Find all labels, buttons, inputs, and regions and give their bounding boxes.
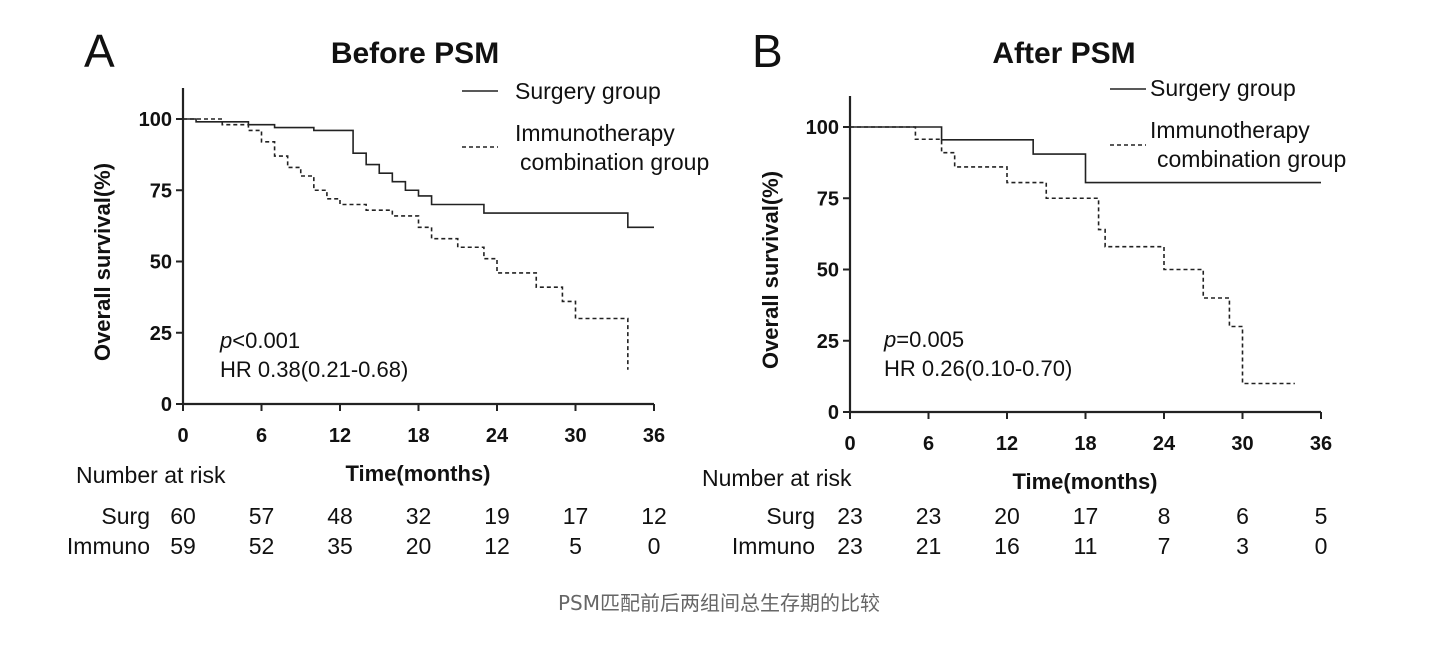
x-tick-label: 36 [643, 425, 665, 447]
hazard-ratio: HR 0.26(0.10-0.70) [884, 356, 1072, 381]
legend-label-immuno-line1: Immunotherapy [515, 120, 675, 146]
risk-row-label-immuno: Immuno [732, 533, 815, 559]
chart-title: After PSM [992, 37, 1135, 70]
risk-value: 52 [249, 533, 275, 559]
panel-b: B After PSM Overall survival(%) Time(mon… [702, 25, 1346, 559]
risk-value: 60 [170, 503, 196, 529]
x-tick-label: 24 [1153, 433, 1176, 455]
risk-value: 48 [327, 503, 353, 529]
legend-label-immuno: Immunotherapy combination group [515, 120, 709, 175]
y-tick-label: 100 [139, 109, 172, 131]
risk-row-label-surg: Surg [101, 503, 150, 529]
risk-value: 7 [1158, 533, 1171, 559]
risk-value: 19 [484, 503, 510, 529]
risk-value: 21 [916, 533, 942, 559]
risk-table-title: Number at risk [702, 465, 852, 491]
x-tick-label: 36 [1310, 433, 1332, 455]
x-tick-label: 0 [177, 425, 188, 447]
x-tick-label: 12 [329, 425, 351, 447]
panel-label: B [752, 25, 783, 77]
legend: Surgery group Immunotherapy combination g… [462, 78, 709, 175]
y-axis-label: Overall survival(%) [90, 163, 115, 361]
x-tick-label: 12 [996, 433, 1018, 455]
panel-a: A Before PSM Overall survival(%) Time(mo… [67, 25, 709, 559]
risk-value: 0 [1315, 533, 1328, 559]
legend-label-surgery: Surgery group [515, 78, 661, 104]
risk-value: 12 [484, 533, 510, 559]
y-axis-label: Overall survival(%) [758, 171, 783, 369]
stats-annotation: p=0.005 HR 0.26(0.10-0.70) [883, 327, 1072, 381]
x-tick-label: 0 [844, 433, 855, 455]
x-axis-label: Time(months) [345, 461, 490, 486]
risk-value: 23 [916, 503, 942, 529]
legend-label-immuno-line1: Immunotherapy [1150, 117, 1310, 143]
x-tick-label: 6 [923, 433, 934, 455]
y-tick-label: 25 [817, 331, 839, 353]
risk-value: 0 [648, 533, 661, 559]
stats-annotation: p<0.001 HR 0.38(0.21-0.68) [219, 328, 408, 382]
series-line-immuno [183, 118, 629, 370]
x-tick-label: 6 [256, 425, 267, 447]
series-line-immuno [850, 126, 1295, 385]
y-tick-label: 25 [150, 323, 172, 345]
y-tick-label: 50 [150, 252, 172, 274]
risk-value: 35 [327, 533, 353, 559]
y-tick-label: 0 [828, 402, 839, 424]
series-line-surgery [183, 118, 654, 229]
legend-label-immuno: Immunotherapy combination group [1150, 117, 1346, 172]
risk-value: 59 [170, 533, 196, 559]
y-tick-label: 75 [817, 188, 839, 210]
x-tick-label: 24 [486, 425, 509, 447]
chart-title: Before PSM [331, 37, 499, 70]
risk-value: 3 [1236, 533, 1249, 559]
series-line-surgery [850, 126, 1321, 184]
risk-value: 23 [837, 533, 863, 559]
risk-value: 17 [563, 503, 589, 529]
risk-value: 23 [837, 503, 863, 529]
figure-caption: PSM匹配前后两组间总生存期的比较 [557, 591, 880, 615]
panel-label: A [84, 25, 115, 77]
risk-value: 17 [1073, 503, 1099, 529]
p-value: p<0.001 [219, 328, 300, 353]
risk-value: 11 [1074, 533, 1098, 559]
risk-value: 16 [994, 533, 1020, 559]
p-text: <0.001 [232, 328, 300, 353]
risk-value: 57 [249, 503, 275, 529]
y-tick-label: 100 [806, 117, 839, 139]
p-prefix: p [883, 327, 896, 352]
x-tick-label: 18 [1074, 433, 1096, 455]
p-value: p=0.005 [883, 327, 964, 352]
risk-table-title: Number at risk [76, 462, 226, 488]
legend: Surgery group Immunotherapy combination g… [1110, 75, 1346, 172]
legend-label-immuno-line2: combination group [1157, 146, 1346, 172]
y-tick-label: 75 [150, 180, 172, 202]
p-prefix: p [219, 328, 232, 353]
y-tick-label: 50 [817, 260, 839, 282]
hazard-ratio: HR 0.38(0.21-0.68) [220, 357, 408, 382]
risk-value: 32 [406, 503, 432, 529]
x-tick-label: 18 [407, 425, 429, 447]
y-tick-label: 0 [161, 394, 172, 416]
legend-label-surgery: Surgery group [1150, 75, 1296, 101]
risk-value: 20 [406, 533, 432, 559]
legend-label-immuno-line2: combination group [520, 149, 709, 175]
p-text: =0.005 [896, 327, 964, 352]
x-tick-label: 30 [564, 425, 586, 447]
x-axis-label: Time(months) [1012, 469, 1157, 494]
risk-value: 6 [1236, 503, 1249, 529]
risk-row-label-immuno: Immuno [67, 533, 150, 559]
risk-value: 8 [1158, 503, 1171, 529]
x-tick-label: 30 [1231, 433, 1253, 455]
risk-value: 5 [569, 533, 582, 559]
risk-value: 5 [1315, 503, 1328, 529]
risk-row-label-surg: Surg [766, 503, 815, 529]
risk-value: 12 [641, 503, 667, 529]
risk-value: 20 [994, 503, 1020, 529]
